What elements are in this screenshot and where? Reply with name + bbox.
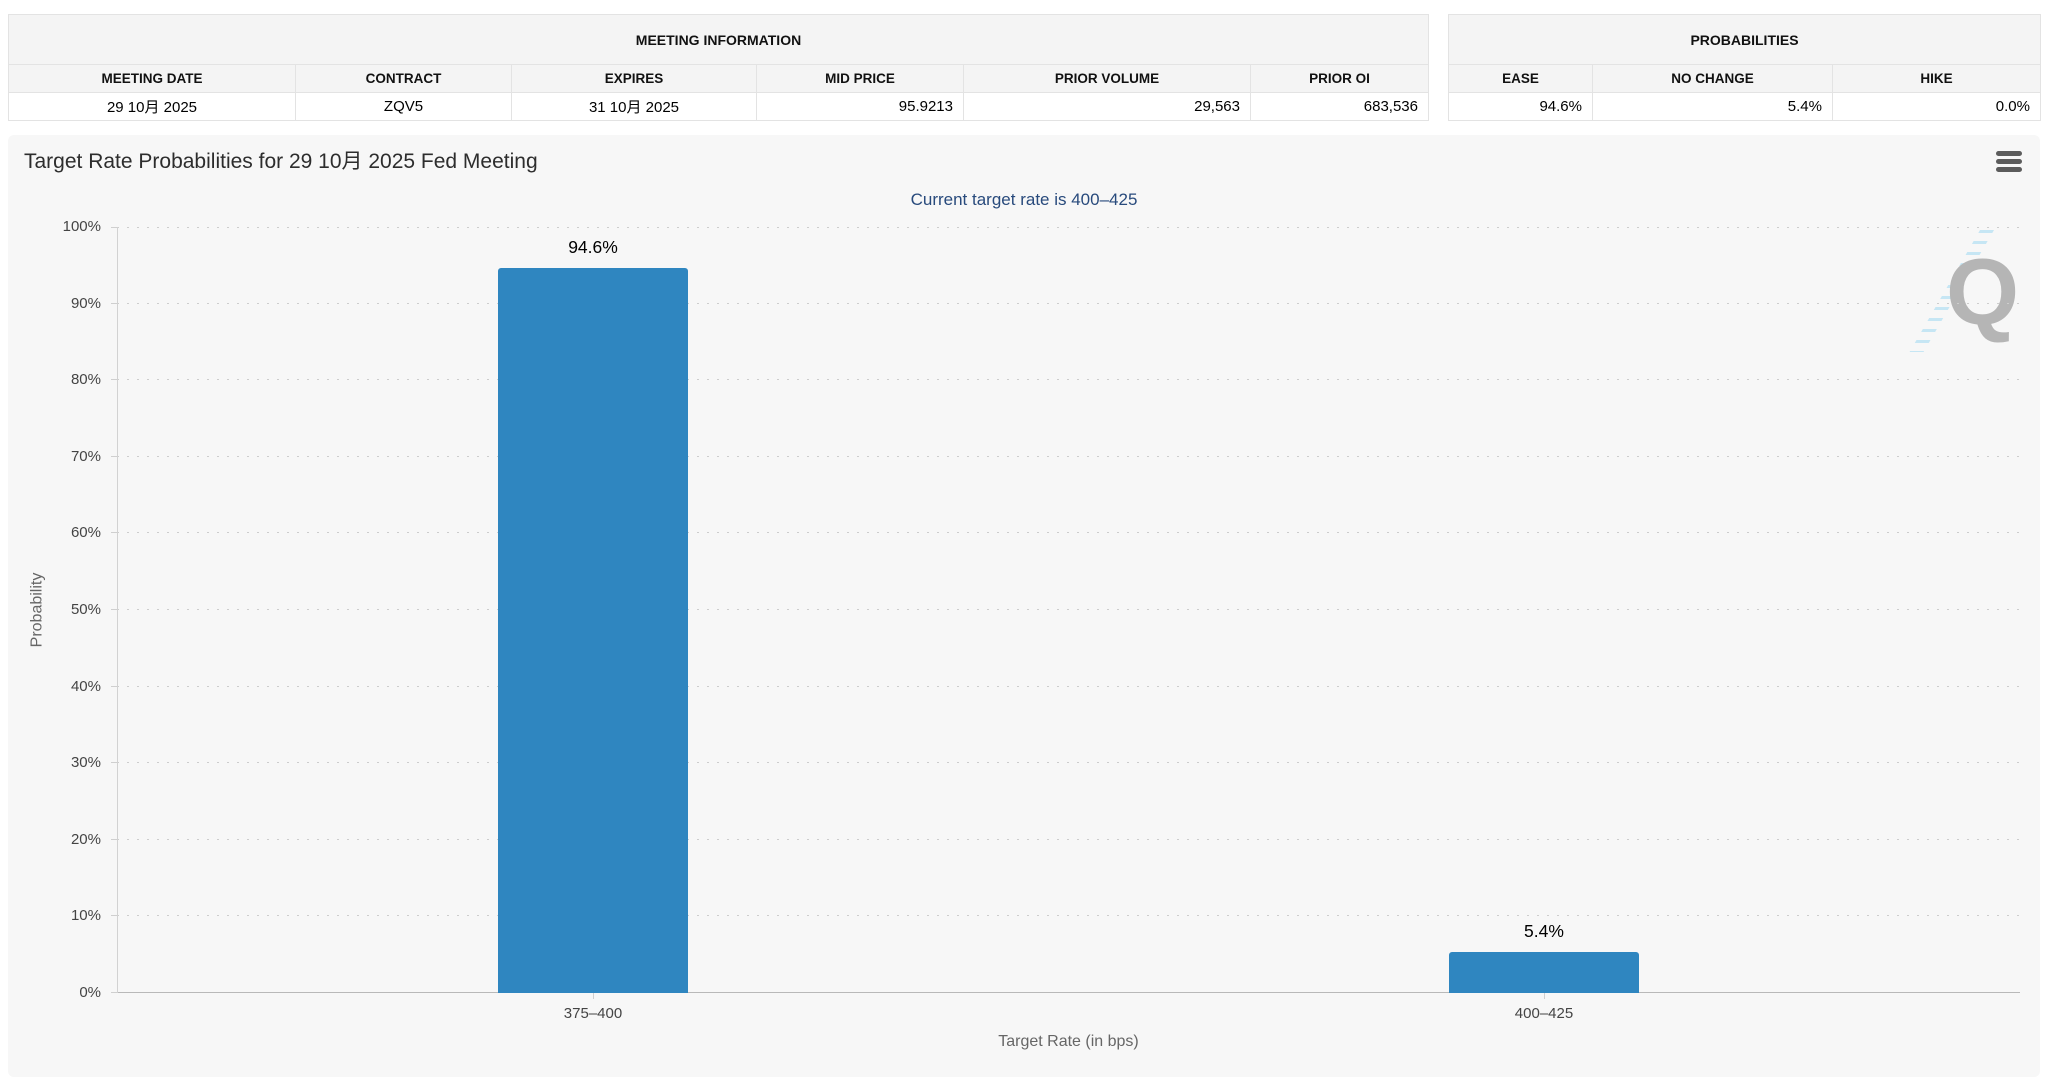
chart-title: Target Rate Probabilities for 29 10月 202… [24,150,538,173]
y-axis-tick-label: 0% [79,984,101,1001]
y-axis-tick-label: 40% [70,678,101,695]
no-change-value: 5.4% [1592,92,1833,121]
col-header-hike: HIKE [1832,64,2041,93]
y-axis-tick [111,532,117,533]
meeting-date-value: 29 10月 2025 [8,92,296,121]
quikstrike-q-watermark-icon: Q [1946,239,2020,344]
y-axis-tick [111,303,117,304]
hamburger-icon [1996,159,2022,164]
y-gridline [117,456,2020,457]
hamburger-icon [1996,151,2022,156]
contract-value: ZQV5 [295,92,512,121]
y-gridline [117,379,2020,380]
probabilities-title: PROBABILITIES [1448,14,2041,65]
y-axis-tick-label: 90% [70,295,101,312]
table-row: 29 10月 2025 ZQV5 31 10月 2025 95.9213 29,… [8,92,1429,121]
y-axis-tick-label: 20% [70,831,101,848]
y-axis-tick [111,992,117,993]
expires-value: 31 10月 2025 [511,92,757,121]
meeting-information-table: MEETING INFORMATION MEETING DATE CONTRAC… [8,14,1429,121]
col-header-meeting-date: MEETING DATE [8,64,296,93]
y-gridline [117,532,2020,533]
y-axis-tick [111,762,117,763]
x-axis-tick [1544,993,1545,999]
col-header-prior-oi: PRIOR OI [1250,64,1429,93]
y-axis-tick-label: 10% [70,907,101,924]
export-menu-button[interactable] [1996,151,2022,172]
col-header-prior-volume: PRIOR VOLUME [963,64,1251,93]
probabilities-table: PROBABILITIES EASE NO CHANGE HIKE 94.6% … [1448,14,2041,121]
bar-data-label: 94.6% [568,237,618,257]
prior-oi-value: 683,536 [1250,92,1429,121]
x-axis-tick [593,993,594,999]
plot-area: 0% 10% 20% 30% 40% 50% 60% 70% 80% 90% 100% 94.6% 37… [63,218,2020,1022]
y-axis-tick [111,609,117,610]
y-gridline [117,762,2020,763]
x-axis-title: Target Rate (in bps) [998,1033,1139,1050]
y-axis-tick [111,379,117,380]
y-axis-tick-label: 30% [70,754,101,771]
y-gridline [117,686,2020,687]
y-gridline [117,609,2020,610]
probability-bar-400–425[interactable] [1449,952,1639,993]
hamburger-icon [1996,167,2022,172]
col-header-contract: CONTRACT [295,64,512,93]
x-axis-category-label: 375–400 [563,1005,623,1022]
col-header-mid-price: MID PRICE [756,64,964,93]
mid-price-value: 95.9213 [756,92,964,121]
meeting-information-title: MEETING INFORMATION [8,14,1429,65]
y-gridline [117,227,2020,228]
y-axis-line [117,227,118,993]
y-axis-tick-label: 70% [70,448,101,465]
y-axis-tick-label: 50% [70,601,101,618]
y-axis-tick [111,227,117,228]
bar-data-label: 5.4% [1524,921,1564,941]
y-gridline [117,915,2020,916]
col-header-no-change: NO CHANGE [1592,64,1833,93]
y-axis-tick-label: 100% [62,218,101,235]
col-header-ease: EASE [1448,64,1593,93]
chart-subtitle: Current target rate is 400–425 [910,190,1138,209]
y-axis-tick [111,686,117,687]
y-axis-tick [111,456,117,457]
y-axis-tick-label: 60% [70,524,101,541]
y-axis-tick [111,915,117,916]
x-axis-line [117,992,2020,993]
y-gridline [117,303,2020,304]
y-axis-tick-label: 80% [70,371,101,388]
x-axis-category-label: 400–425 [1514,1005,1574,1022]
table-row: 94.6% 5.4% 0.0% [1448,92,2041,121]
ease-value: 94.6% [1448,92,1593,121]
prior-volume-value: 29,563 [963,92,1251,121]
y-gridline [117,839,2020,840]
y-axis-tick [111,839,117,840]
chart-panel: Target Rate Probabilities for 29 10月 202… [8,135,2040,1077]
hike-value: 0.0% [1832,92,2041,121]
probability-bar-375–400[interactable] [498,268,688,993]
col-header-expires: EXPIRES [511,64,757,93]
